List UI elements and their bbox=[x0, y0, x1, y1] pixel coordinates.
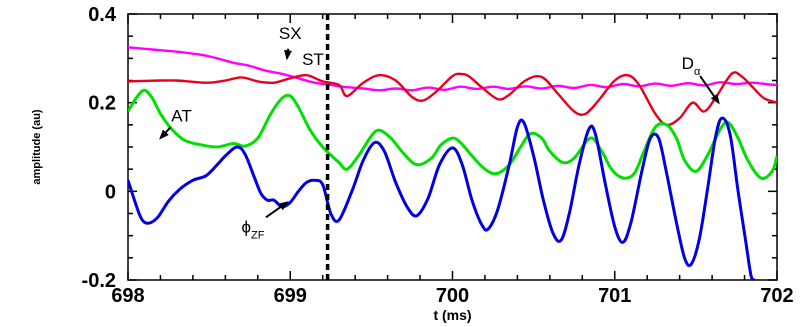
y-tick-label: 0.4 bbox=[88, 4, 117, 26]
x-tick-label: 702 bbox=[760, 285, 793, 307]
annotation-arrow-d-alpha bbox=[699, 75, 720, 105]
y-axis-label: amplitude (au) bbox=[31, 109, 43, 185]
axis-ticks bbox=[127, 13, 778, 281]
annotation-label-phi-zf-sub: ZF bbox=[251, 230, 265, 242]
annotation-label-st: ST bbox=[302, 50, 324, 69]
annotation-label-phi-zf-main: ϕ bbox=[241, 218, 251, 237]
y-tick-label: 0 bbox=[105, 181, 116, 203]
y-tick-labels: -0.2 0 0.2 0.4 bbox=[82, 4, 117, 292]
series-line-phi-zf bbox=[128, 116, 756, 280]
annotation-label-phi-zf: ϕZF bbox=[241, 218, 264, 242]
annotation-arrow-at bbox=[159, 126, 172, 140]
x-tick-label: 701 bbox=[598, 285, 631, 307]
annotation-label-d-alpha-main: D bbox=[682, 54, 694, 73]
annotation-arrow-phi-zf bbox=[265, 201, 289, 219]
annotation-label-sx: SX bbox=[279, 24, 302, 43]
x-tick-label: 698 bbox=[111, 285, 144, 307]
x-tick-label: 700 bbox=[436, 285, 469, 307]
annotation-label-at: AT bbox=[171, 106, 191, 125]
series-line-at bbox=[128, 88, 777, 180]
annotations: SX ST Dα AT ϕZF bbox=[159, 24, 720, 242]
annotation-label-d-alpha: Dα bbox=[682, 54, 701, 78]
annotation-label-d-alpha-sub: α bbox=[694, 66, 701, 78]
y-tick-label: 0.2 bbox=[88, 93, 116, 115]
y-tick-label: -0.2 bbox=[82, 270, 116, 292]
series-line-d-alpha bbox=[128, 71, 777, 127]
x-tick-label: 699 bbox=[274, 285, 307, 307]
annotation-arrow-sx bbox=[284, 48, 292, 61]
series-line-sx bbox=[128, 46, 777, 92]
x-tick-labels: 698 699 700 701 702 bbox=[111, 285, 793, 307]
x-axis-label: t (ms) bbox=[433, 307, 471, 323]
